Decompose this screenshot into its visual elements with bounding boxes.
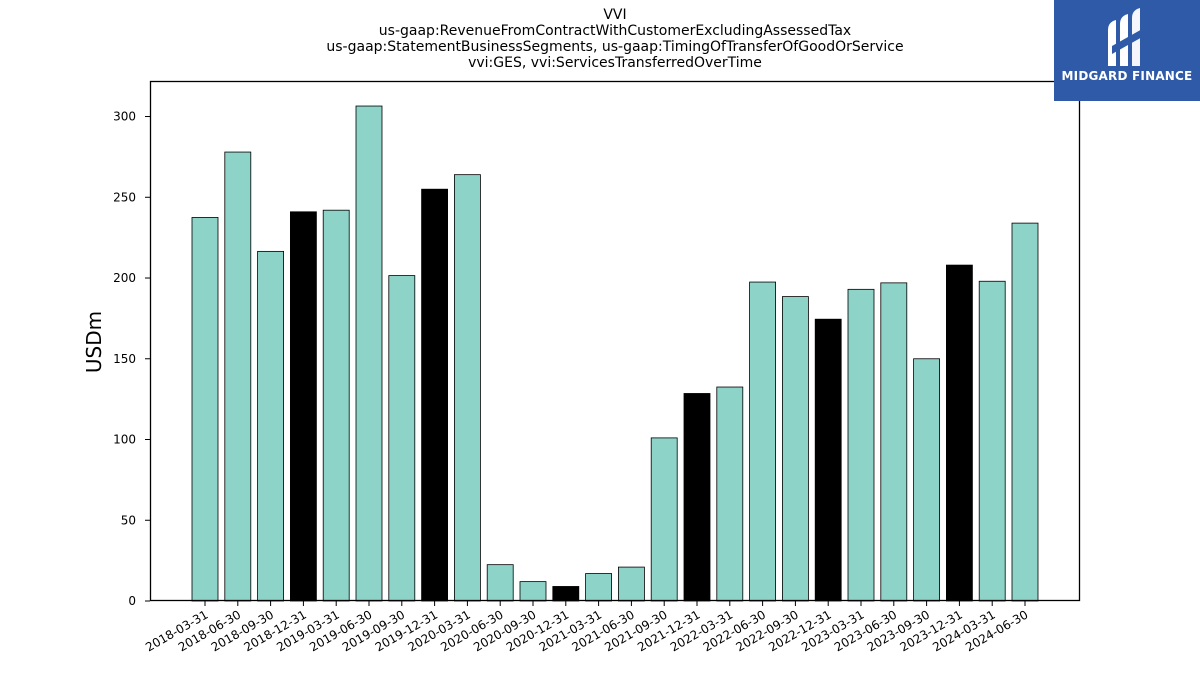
bar-2023-03-31 <box>847 288 875 602</box>
y-tick-label: 0 <box>128 594 136 608</box>
midgard-finance-logo: MIDGARD FINANCE <box>1054 0 1200 101</box>
bars-group <box>191 105 1039 602</box>
bar-2020-12-31 <box>552 586 580 602</box>
midgard-logo-icon <box>1108 8 1144 66</box>
bar-2021-03-31 <box>585 573 612 602</box>
y-tick-label: 300 <box>113 110 136 124</box>
x-axis-ticks: 2018-03-312018-06-302018-09-302018-12-31… <box>143 601 1031 654</box>
chart-title-line-3: us-gaap:StatementBusinessSegments, us-ga… <box>326 39 904 55</box>
bar-2023-12-31 <box>946 264 973 602</box>
y-axis-ticks: 0 50 100 150 200 250 300 <box>113 110 150 608</box>
bar-2019-12-31 <box>421 188 449 602</box>
bar-2024-03-31 <box>978 280 1006 602</box>
bar-2020-09-30 <box>519 581 547 602</box>
bar-2021-12-31 <box>683 393 711 602</box>
bar-2022-12-31 <box>814 318 842 602</box>
bar-2023-06-30 <box>880 282 908 602</box>
chart-title-line-4: vvi:GES, vvi:ServicesTransferredOverTime <box>468 55 762 71</box>
chart-title-line-2: us-gaap:RevenueFromContractWithCustomerE… <box>378 23 852 39</box>
bar-2018-09-30 <box>257 250 285 602</box>
y-tick-label: 150 <box>113 352 136 366</box>
bar-2018-06-30 <box>224 151 252 602</box>
bar-2021-06-30 <box>618 566 645 602</box>
bar-2023-09-30 <box>913 358 940 602</box>
bar-2024-06-30 <box>1011 222 1039 602</box>
bar-2019-03-31 <box>322 209 350 602</box>
bar-2018-12-31 <box>289 211 317 602</box>
y-tick-label: 200 <box>113 271 136 285</box>
bar-2022-09-30 <box>782 296 809 602</box>
y-tick-label: 100 <box>113 433 136 447</box>
bar-2020-06-30 <box>486 564 514 602</box>
bar-2022-06-30 <box>749 281 776 602</box>
y-axis-label: USDm <box>82 311 106 373</box>
y-tick-label: 250 <box>113 190 136 204</box>
bar-2021-09-30 <box>650 437 678 602</box>
bar-2019-06-30 <box>355 105 383 602</box>
plot-frame <box>149 80 1081 602</box>
chart-title-line-1: VVI <box>603 7 627 23</box>
bar-2022-03-31 <box>716 386 744 602</box>
bar-2018-03-31 <box>191 217 219 602</box>
bar-2020-03-31 <box>453 174 481 602</box>
logo-text: MIDGARD FINANCE <box>1061 69 1193 83</box>
y-tick-label: 50 <box>121 513 136 527</box>
bar-2019-09-30 <box>388 275 416 602</box>
